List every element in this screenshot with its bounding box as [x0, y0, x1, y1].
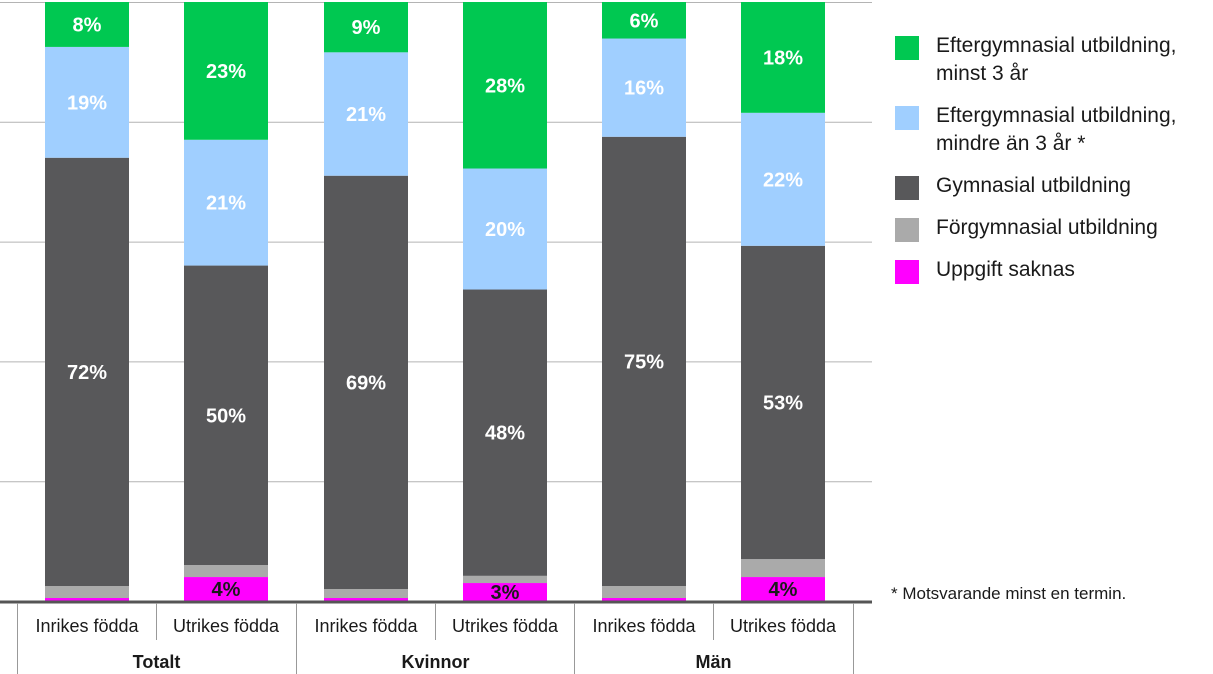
- bar-segment: [184, 2, 268, 140]
- bar-segment: [741, 2, 825, 113]
- legend-label: Förgymnasial utbildning: [936, 216, 1158, 239]
- data-label: 4%: [212, 579, 241, 601]
- bar-segment: [602, 598, 686, 601]
- data-label: 8%: [73, 14, 102, 36]
- bar-segment: [45, 46, 129, 158]
- category-label: Inrikes födda: [592, 616, 696, 636]
- legend-label: Uppgift saknas: [936, 258, 1075, 281]
- legend-swatch: [895, 176, 919, 200]
- bar-segment: [463, 575, 547, 584]
- data-label: 50%: [206, 405, 246, 427]
- group-label: Män: [696, 652, 732, 672]
- bar-segment: [324, 52, 408, 176]
- category-label: Utrikes födda: [730, 616, 837, 636]
- data-label: 75%: [624, 351, 664, 373]
- bar-segment: [324, 2, 408, 53]
- legend-item: Eftergymnasial utbildning, mindre än 3 å…: [895, 102, 1213, 158]
- category-label: Inrikes födda: [35, 616, 139, 636]
- data-label: 16%: [624, 78, 664, 100]
- bar-segment: [45, 598, 129, 601]
- data-label: 69%: [346, 372, 386, 394]
- legend: Eftergymnasial utbildning, minst 3 år Ef…: [895, 32, 1213, 298]
- data-label: 19%: [67, 92, 107, 114]
- data-label: 72%: [67, 362, 107, 384]
- bar-segment: [184, 265, 268, 566]
- bar-segment: [324, 175, 408, 590]
- bar-segment: [45, 2, 129, 47]
- legend-item: Eftergymnasial utbildning, minst 3 år: [895, 32, 1213, 88]
- footnote: * Motsvarande minst en termin.: [891, 584, 1127, 603]
- data-label: 53%: [763, 392, 803, 414]
- bar-segment: [741, 559, 825, 578]
- bar-segment: [324, 589, 408, 599]
- bar-segment: [463, 289, 547, 576]
- bar-segment: [463, 583, 547, 601]
- legend-label: Eftergymnasial utbildning, minst 3 år: [936, 34, 1177, 85]
- data-label: 18%: [763, 47, 803, 69]
- legend-swatch: [895, 106, 919, 130]
- bar-segment: [741, 245, 825, 560]
- bar-segment: [602, 136, 686, 587]
- legend-item: Gymnasial utbildning: [895, 172, 1213, 200]
- bar-segment: [45, 586, 129, 599]
- legend-item: Förgymnasial utbildning: [895, 214, 1213, 242]
- category-label: Utrikes födda: [452, 616, 559, 636]
- stacked-bar-chart: 72% 19% 8% 4% 50% 21% 23% 69% 21% 9% 3% 48% 20% 28% 75…: [0, 2, 872, 674]
- bar-segment: [184, 577, 268, 601]
- bar-segment: [45, 157, 129, 587]
- data-label: 3%: [491, 582, 520, 604]
- category-label: Inrikes födda: [314, 616, 418, 636]
- bar-segment: [463, 168, 547, 290]
- legend-label: Eftergymnasial utbildning, mindre än 3 å…: [936, 104, 1177, 155]
- bar-segment: [741, 112, 825, 246]
- bar-segment: [184, 139, 268, 266]
- bar-segment: [463, 2, 547, 169]
- bar-segment: [184, 565, 268, 578]
- data-label: 6%: [630, 10, 659, 32]
- data-label: 9%: [352, 17, 381, 39]
- category-label: Utrikes födda: [173, 616, 280, 636]
- legend-label: Gymnasial utbildning: [936, 174, 1131, 197]
- bar-segment: [602, 2, 686, 39]
- group-label: Kvinnor: [401, 652, 469, 672]
- bar-segment: [324, 598, 408, 601]
- bar-segment: [741, 577, 825, 601]
- data-label: 23%: [206, 61, 246, 83]
- data-label: 20%: [485, 219, 525, 241]
- data-label: 21%: [346, 104, 386, 126]
- data-label: 48%: [485, 423, 525, 445]
- legend-swatch: [895, 36, 919, 60]
- legend-item: Uppgift saknas: [895, 256, 1213, 284]
- legend-swatch: [895, 260, 919, 284]
- data-label: 28%: [485, 75, 525, 97]
- group-label: Totalt: [133, 652, 181, 672]
- bar-segment: [602, 586, 686, 599]
- bar-segment: [602, 38, 686, 137]
- legend-swatch: [895, 218, 919, 242]
- data-label: 4%: [769, 579, 798, 601]
- data-label: 22%: [763, 169, 803, 191]
- data-label: 21%: [206, 193, 246, 215]
